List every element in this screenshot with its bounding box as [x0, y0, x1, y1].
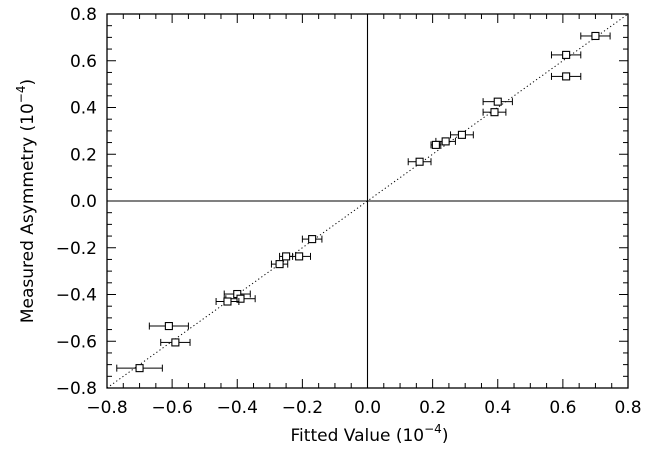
x-tick-label: 0.0: [354, 398, 381, 418]
data-point-marker: [457, 130, 466, 139]
y-axis-title-close: ): [18, 79, 38, 86]
y-tick-label: 0.0: [70, 192, 97, 212]
data-point-marker: [490, 108, 499, 117]
data-point-marker: [275, 260, 284, 269]
x-tick-label: 0.2: [419, 398, 446, 418]
x-tick-label: 0.6: [549, 398, 576, 418]
x-tick-label: 0.4: [484, 398, 511, 418]
axis-labels-group: Fitted Value (10−4)Measured Asymmetry (1…: [14, 79, 448, 446]
y-axis-title: Measured Asymmetry (10−4): [14, 79, 38, 323]
x-axis-title-close: ): [442, 426, 449, 446]
diagonal-dotted-line: [106, 13, 629, 389]
x-axis-title-text: Fitted Value (10: [291, 426, 425, 446]
x-tick-label: 0.8: [614, 398, 641, 418]
data-point-marker: [431, 140, 440, 149]
data-point-marker: [308, 235, 317, 244]
data-points-group: [116, 31, 611, 373]
data-point-marker: [223, 297, 232, 306]
y-axis-title-text: Measured Asymmetry (10: [18, 103, 38, 323]
data-point-marker: [295, 252, 304, 261]
reference-lines-group: [106, 13, 629, 389]
x-axis-title-exponent: −4: [424, 422, 442, 436]
ticks-group: −0.8 −0.6 −0.4 −0.2 0.0 0.2 0.4 0.6 0.8 −0.8 −0.6 −…: [56, 5, 642, 418]
data-point-marker: [441, 137, 450, 146]
y-tick-label: 0.8: [70, 5, 97, 25]
data-point-marker: [562, 50, 571, 59]
data-point-marker: [135, 364, 144, 373]
x-axis-title: Fitted Value (10−4): [291, 422, 449, 446]
data-point-marker: [591, 31, 600, 41]
y-axis-title-exponent: −4: [14, 85, 28, 103]
data-point-marker: [415, 157, 424, 166]
data-point-marker: [282, 252, 291, 261]
y-tick-label: 0.6: [70, 52, 97, 72]
x-tick-label: −0.6: [151, 398, 192, 418]
y-tick-label: −0.2: [56, 239, 97, 259]
data-point-marker: [493, 97, 502, 106]
data-point-marker: [171, 338, 180, 347]
y-tick-label: 0.2: [70, 145, 97, 165]
data-point-marker: [164, 322, 173, 331]
y-tick-label: −0.6: [56, 332, 97, 352]
data-point-marker: [562, 72, 571, 81]
y-tick-label: −0.4: [56, 286, 97, 306]
data-point-marker: [236, 294, 245, 303]
y-tick-label: −0.8: [56, 379, 97, 399]
x-tick-label: −0.4: [217, 398, 258, 418]
y-tick-label: 0.4: [70, 99, 97, 119]
x-tick-label: −0.8: [86, 398, 127, 418]
x-tick-label: −0.2: [282, 398, 323, 418]
